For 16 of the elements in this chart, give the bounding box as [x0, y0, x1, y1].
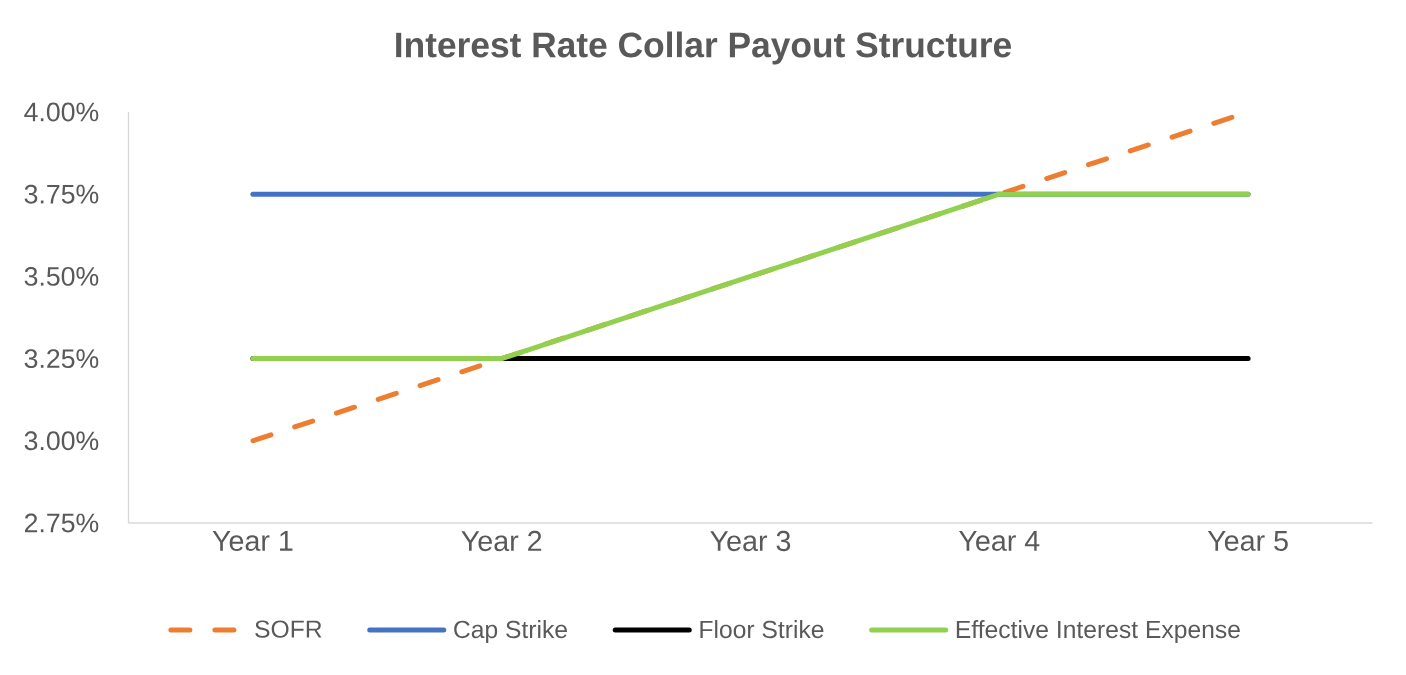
y-tick-label: 3.50% — [24, 266, 99, 286]
x-tick-label: Year 4 — [959, 531, 1040, 551]
chart-title: Interest Rate Collar Payout Structure — [396, 31, 1011, 65]
legend-label: Effective Interest Expense — [956, 620, 1240, 644]
y-tick-label: 3.25% — [24, 349, 99, 369]
legend-label: Floor Strike — [700, 620, 824, 639]
x-tick-label: Year 2 — [461, 530, 542, 552]
legend-label: SOFR — [255, 620, 322, 638]
x-tick-label: Year 1 — [212, 531, 293, 551]
y-tick-label: 3.75% — [24, 184, 99, 204]
y-tick-label: 3.00% — [24, 431, 99, 451]
x-tick-label: Year 5 — [1207, 531, 1288, 551]
y-tick-label: 2.75% — [24, 513, 99, 533]
y-tick-label: 4.00% — [24, 102, 99, 122]
x-tick-label: Year 3 — [710, 530, 791, 552]
legend-label: Cap Strike — [454, 620, 567, 644]
